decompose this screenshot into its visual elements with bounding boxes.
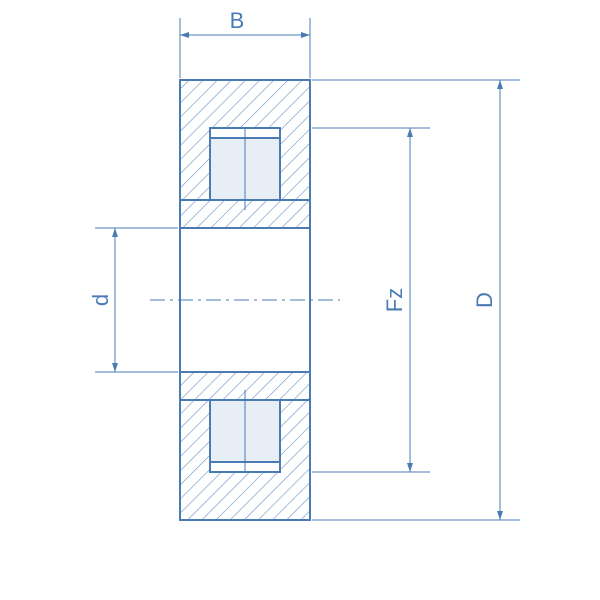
label-B: B [230, 8, 245, 33]
label-Fz: Fz [382, 288, 407, 312]
label-d: d [88, 294, 113, 306]
dimension-D: D [312, 80, 520, 520]
dimension-B: B [180, 8, 310, 78]
bearing-diagram: B d Fz D [0, 0, 600, 600]
label-D: D [472, 292, 497, 308]
